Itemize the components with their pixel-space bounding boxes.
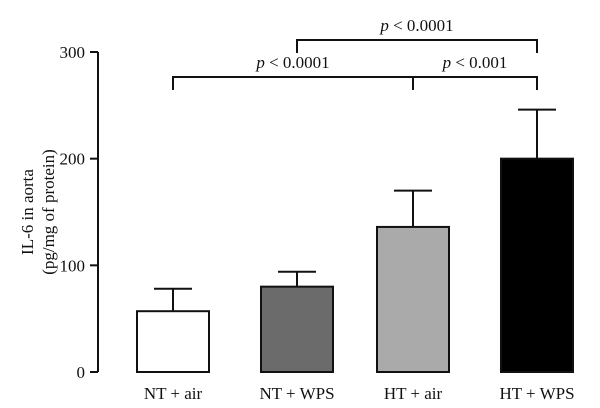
significance-bracket xyxy=(172,76,414,90)
y-tick-label: 200 xyxy=(60,150,86,169)
bar xyxy=(260,285,334,373)
bar xyxy=(376,225,450,373)
x-category-label: HT + air xyxy=(384,384,443,403)
significance-label: p < 0.0001 xyxy=(379,16,453,35)
x-category-label: NT + air xyxy=(144,384,203,403)
x-category-label: NT + WPS xyxy=(259,384,334,403)
bar xyxy=(500,157,574,373)
significance-label: p < 0.001 xyxy=(442,53,508,72)
bar xyxy=(136,310,210,374)
y-tick-label: 100 xyxy=(60,256,86,275)
significance-bracket xyxy=(296,39,538,53)
y-axis-label-line: IL-6 in aorta xyxy=(18,169,37,255)
y-axis-label: IL-6 in aorta (pg/mg of protein) xyxy=(18,149,58,275)
x-category-label: HT + WPS xyxy=(499,384,574,403)
y-tick-label: 300 xyxy=(60,43,86,62)
significance-bracket xyxy=(412,76,538,90)
y-axis-label-line: (pg/mg of protein) xyxy=(39,149,58,275)
y-tick-label: 0 xyxy=(77,363,86,382)
significance-label: p < 0.0001 xyxy=(255,53,329,72)
